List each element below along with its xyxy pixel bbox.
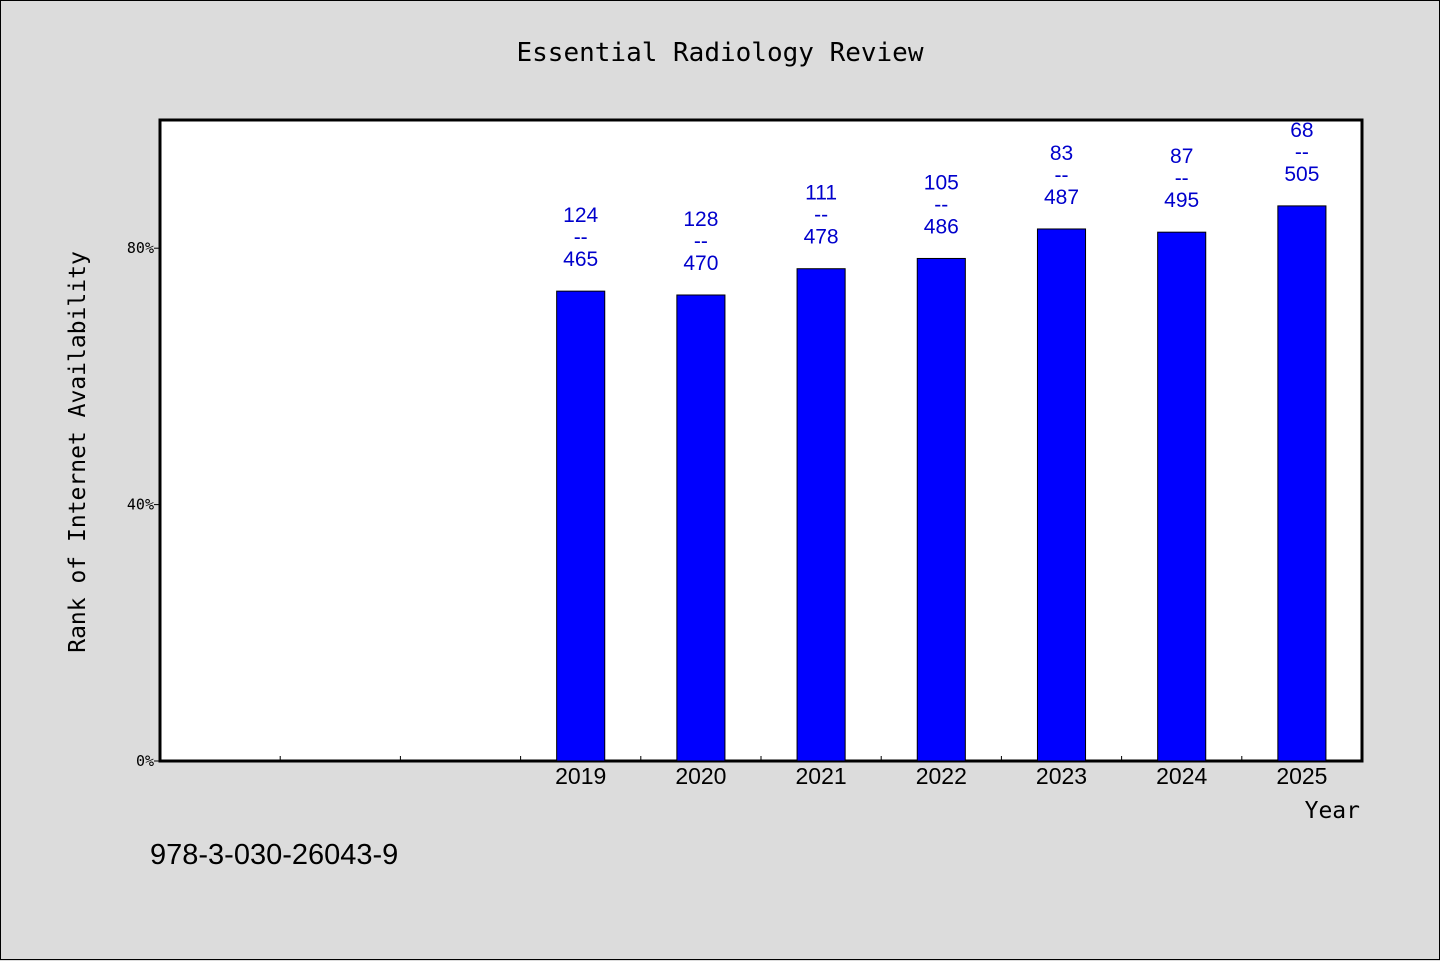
bar-label-top: 87 [1170, 145, 1193, 168]
bar-label-top: 105 [924, 171, 959, 194]
bar-label-separator: -- [574, 226, 588, 249]
bar-label-bottom: 465 [563, 248, 598, 271]
bar [1036, 228, 1087, 762]
y-tick-label: 0% [136, 752, 154, 770]
isbn-text: 978-3-030-26043-9 [150, 839, 398, 871]
x-tick-label: 2023 [1036, 763, 1087, 789]
bar [676, 294, 726, 762]
bar-label-separator: -- [1295, 141, 1309, 164]
x-tick-label: 2022 [916, 763, 967, 789]
bar-label-bottom: 505 [1284, 163, 1319, 186]
bar-label-bottom: 478 [804, 226, 839, 249]
bar-label-top: 128 [683, 208, 718, 231]
y-tick-label: 40% [127, 496, 154, 514]
x-tick-label: 2024 [1156, 763, 1207, 789]
x-tick-label: 2020 [675, 763, 726, 789]
x-tick-label: 2025 [1276, 763, 1327, 789]
bar-label-separator: -- [694, 230, 708, 253]
bar-label-top: 111 [805, 182, 837, 205]
bar-label-bottom: 487 [1044, 186, 1079, 209]
bar [916, 257, 966, 762]
x-tick-label: 2021 [796, 763, 847, 789]
bar-label-separator: -- [1055, 164, 1069, 187]
y-axis-label: Rank of Internet Availability [65, 251, 91, 653]
bar-label-bottom: 470 [683, 252, 718, 275]
bar [556, 290, 606, 762]
bar-label-bottom: 486 [924, 215, 959, 238]
bar-label-top: 68 [1290, 119, 1313, 142]
bar [1277, 205, 1327, 762]
bar-label-separator: -- [934, 193, 948, 216]
chart-title: Essential Radiology Review [517, 38, 924, 68]
y-tick-label: 80% [127, 239, 154, 257]
x-axis-label: Year [1305, 798, 1360, 824]
bar [1157, 231, 1207, 762]
bar-label-bottom: 495 [1164, 189, 1199, 212]
x-tick-label: 2019 [555, 763, 606, 789]
bar-label-top: 124 [563, 204, 598, 227]
bar [796, 268, 846, 762]
bar-label-separator: -- [814, 204, 828, 227]
chart-marks: 0%40%80%2019124--4652020128--4702021111-… [127, 119, 1328, 789]
bar-label-top: 83 [1050, 142, 1073, 165]
bar-label-separator: -- [1175, 167, 1189, 190]
